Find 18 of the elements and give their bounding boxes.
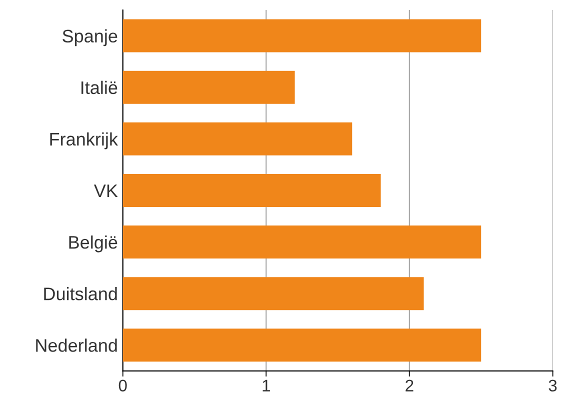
y-tick-label: België — [69, 235, 118, 252]
bar — [122, 277, 424, 310]
y-tick-label: Frankrijk — [50, 132, 118, 150]
x-tick-label: 0 — [118, 380, 127, 392]
bar — [122, 19, 482, 52]
bar — [122, 122, 352, 156]
y-tick-label: Spanje — [62, 29, 118, 46]
bar — [122, 174, 381, 207]
x-tick-label: 3 — [548, 380, 557, 392]
bar — [122, 226, 482, 259]
y-tick-label: VK — [94, 184, 118, 198]
x-tick-label: 2 — [406, 380, 414, 392]
y-tick-label: Italië — [82, 80, 118, 94]
x-tick-label: 1 — [262, 380, 270, 392]
y-tick-label: Nederland — [36, 338, 117, 352]
bar — [122, 70, 295, 104]
y-tick-label: Duitsland — [44, 287, 117, 300]
bar — [122, 328, 482, 362]
